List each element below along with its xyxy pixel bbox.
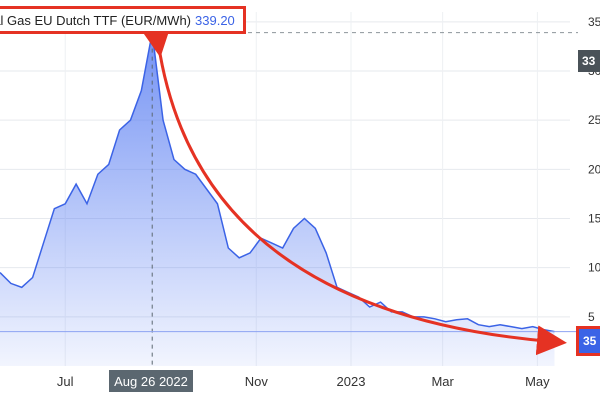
y-tick-label: 35 xyxy=(588,15,600,29)
chart-title-box: ral Gas EU Dutch TTF (EUR/MWh) 339.20 xyxy=(0,6,246,34)
chart-title: ral Gas EU Dutch TTF (EUR/MWh) xyxy=(0,12,192,28)
y-tick-label: 10 xyxy=(588,261,600,275)
axis-ticks: 3530252015105JulNov2023MarMay xyxy=(57,15,600,389)
y-tick-label: 20 xyxy=(588,162,600,176)
chart-title-value: 339.20 xyxy=(195,12,235,28)
y-tick-label: 15 xyxy=(588,212,600,226)
x-tick-label: 2023 xyxy=(337,374,366,389)
peak-date-tag: Aug 26 2022 xyxy=(109,370,193,392)
x-tick-label: May xyxy=(525,374,550,389)
peak-price-tag: 33 xyxy=(578,50,600,72)
y-tick-label: 5 xyxy=(588,310,595,324)
x-tick-label: Mar xyxy=(431,374,454,389)
current-price-tag: 35 xyxy=(576,326,600,356)
y-tick-label: 25 xyxy=(588,113,600,127)
x-tick-label: Jul xyxy=(57,374,74,389)
price-area xyxy=(0,32,555,367)
decline-arrow xyxy=(141,25,567,356)
x-tick-label: Nov xyxy=(245,374,269,389)
